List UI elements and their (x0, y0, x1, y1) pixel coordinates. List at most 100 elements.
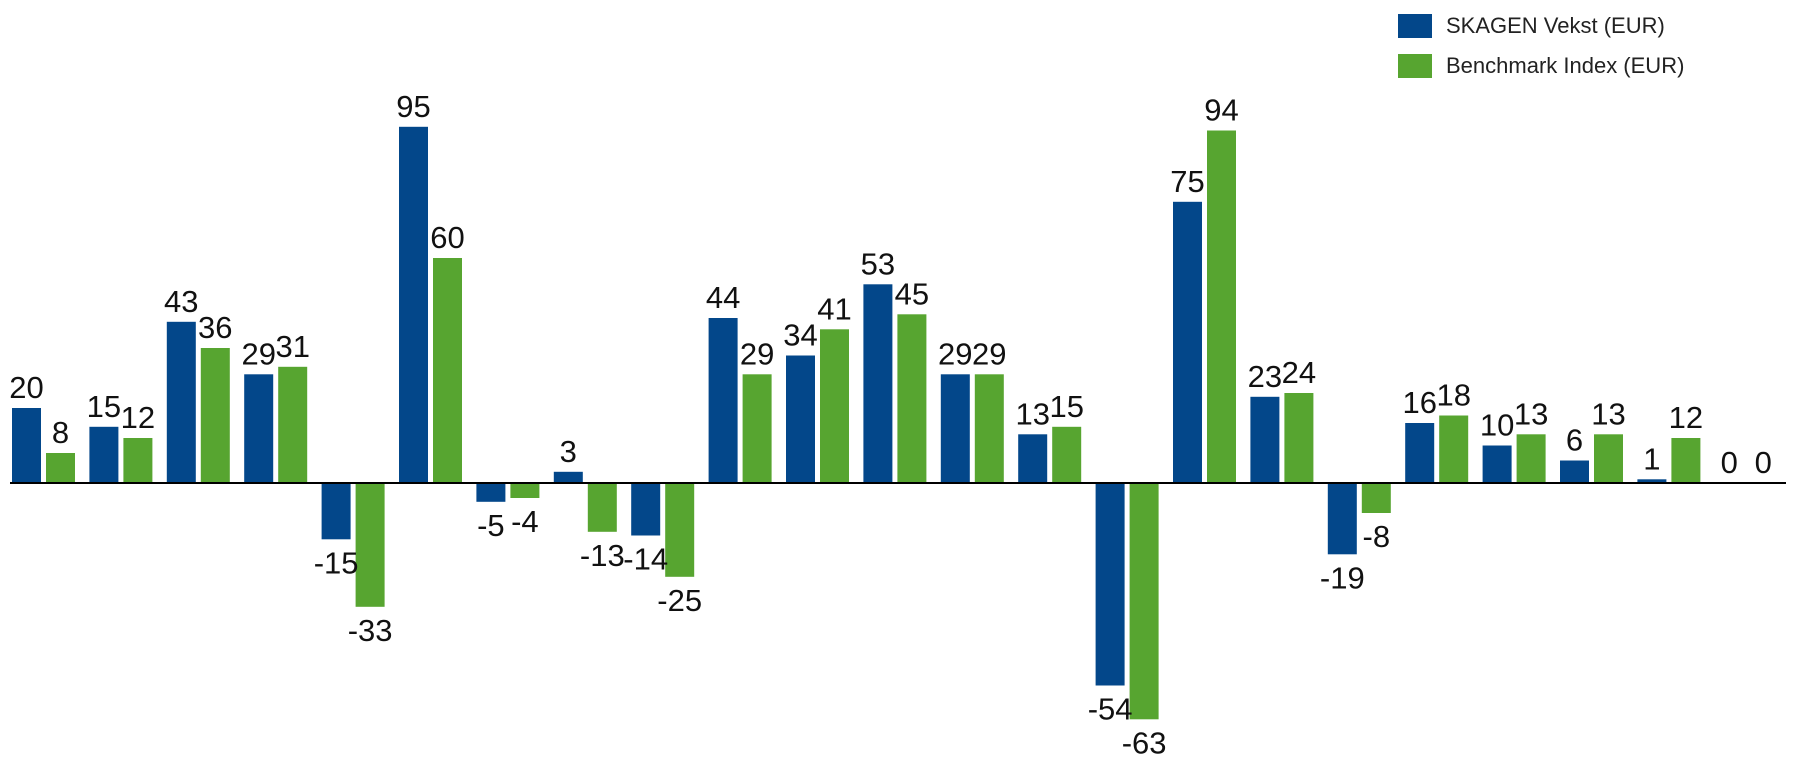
chart-legend: SKAGEN Vekst (EUR) Benchmark Index (EUR) (1398, 6, 1684, 86)
data-label-benchmark-index-20: 13 (1591, 396, 1625, 431)
bar-skagen-vekst-6 (476, 483, 506, 502)
data-label-skagen-vekst-21: 1 (1643, 441, 1660, 476)
data-label-benchmark-index-0: 8 (52, 415, 69, 450)
bar-benchmark-index-4 (355, 483, 385, 607)
data-label-skagen-vekst-9: 44 (706, 280, 740, 315)
bar-benchmark-index-6 (510, 483, 540, 498)
bar-skagen-vekst-11 (863, 284, 893, 484)
bar-benchmark-index-15 (1207, 130, 1236, 483)
bar-skagen-vekst-16 (1250, 396, 1280, 484)
bar-skagen-vekst-20 (1560, 460, 1589, 483)
data-label-skagen-vekst-12: 29 (938, 336, 972, 371)
data-label-skagen-vekst-7: 3 (560, 434, 577, 469)
data-label-benchmark-index-16: 24 (1282, 355, 1316, 390)
data-label-benchmark-index-9: 29 (740, 336, 774, 371)
bar-benchmark-index-12 (974, 374, 1004, 484)
bar-skagen-vekst-3 (244, 374, 274, 484)
data-label-skagen-vekst-5: 95 (396, 89, 430, 124)
bar-skagen-vekst-8 (631, 483, 661, 536)
data-label-benchmark-index-17: -8 (1363, 519, 1391, 554)
bar-benchmark-index-5 (433, 258, 462, 483)
bar-benchmark-index-11 (897, 314, 927, 484)
bar-skagen-vekst-1 (89, 426, 119, 484)
data-label-benchmark-index-8: -25 (657, 583, 702, 618)
data-label-skagen-vekst-19: 10 (1480, 408, 1514, 443)
bar-skagen-vekst-21 (1637, 479, 1667, 484)
data-label-skagen-vekst-15: 75 (1170, 164, 1204, 199)
data-label-benchmark-index-6: -4 (511, 504, 539, 539)
data-label-benchmark-index-4: -33 (348, 613, 393, 648)
data-label-benchmark-index-13: 15 (1049, 389, 1083, 424)
bar-benchmark-index-0 (46, 453, 75, 483)
bar-benchmark-index-9 (742, 374, 772, 484)
data-label-skagen-vekst-2: 43 (164, 284, 198, 319)
data-label-benchmark-index-14: -63 (1122, 725, 1167, 760)
bar-skagen-vekst-15 (1173, 201, 1202, 484)
bar-benchmark-index-19 (1516, 434, 1546, 484)
data-label-skagen-vekst-1: 15 (87, 389, 121, 424)
data-label-skagen-vekst-0: 20 (9, 370, 43, 405)
data-label-skagen-vekst-3: 29 (241, 336, 275, 371)
data-label-skagen-vekst-4: -15 (314, 545, 359, 580)
bar-skagen-vekst-4 (321, 483, 351, 540)
bar-benchmark-index-2 (200, 348, 230, 483)
bar-skagen-vekst-14 (1095, 483, 1125, 686)
legend-item-benchmark-index: Benchmark Index (EUR) (1398, 46, 1684, 86)
bar-benchmark-index-3 (278, 366, 308, 484)
bar-benchmark-index-10 (820, 329, 849, 484)
data-label-benchmark-index-12: 29 (972, 336, 1006, 371)
data-label-skagen-vekst-16: 23 (1248, 359, 1282, 394)
data-label-benchmark-index-18: 18 (1436, 378, 1470, 413)
bar-skagen-vekst-9 (708, 318, 738, 483)
bar-skagen-vekst-13 (1018, 434, 1048, 484)
data-label-benchmark-index-1: 12 (121, 400, 155, 435)
bar-skagen-vekst-18 (1405, 423, 1435, 483)
legend-item-skagen-vekst: SKAGEN Vekst (EUR) (1398, 6, 1684, 46)
data-label-benchmark-index-15: 94 (1204, 93, 1238, 128)
bar-benchmark-index-1 (123, 438, 153, 483)
bar-skagen-vekst-19 (1482, 445, 1512, 483)
bar-benchmark-index-21 (1671, 438, 1701, 483)
data-label-skagen-vekst-22: 0 (1721, 445, 1738, 480)
bar-skagen-vekst-10 (786, 355, 815, 483)
data-label-skagen-vekst-10: 34 (783, 318, 817, 353)
legend-label-benchmark-index: Benchmark Index (EUR) (1446, 53, 1685, 78)
data-label-benchmark-index-7: -13 (580, 538, 625, 573)
bar-skagen-vekst-0 (12, 408, 41, 483)
data-label-benchmark-index-10: 41 (817, 291, 851, 326)
bar-benchmark-index-17 (1361, 483, 1391, 513)
bar-benchmark-index-20 (1594, 434, 1623, 484)
data-label-benchmark-index-2: 36 (198, 310, 232, 345)
data-label-skagen-vekst-18: 16 (1402, 385, 1436, 420)
bar-skagen-vekst-7 (553, 471, 583, 484)
legend-swatch-benchmark-index (1398, 54, 1432, 78)
bar-benchmark-index-18 (1439, 415, 1469, 483)
data-label-skagen-vekst-6: -5 (477, 508, 505, 543)
bar-benchmark-index-13 (1052, 426, 1082, 484)
data-label-skagen-vekst-11: 53 (861, 246, 895, 281)
data-label-benchmark-index-5: 60 (430, 220, 464, 255)
bar-skagen-vekst-12 (940, 374, 970, 484)
bar-benchmark-index-8 (665, 483, 695, 577)
bar-skagen-vekst-17 (1327, 483, 1357, 555)
legend-swatch-skagen-vekst (1398, 14, 1432, 38)
bar-benchmark-index-16 (1284, 393, 1314, 483)
data-label-benchmark-index-22: 0 (1755, 445, 1772, 480)
data-label-skagen-vekst-17: -19 (1320, 560, 1365, 595)
bars-layer (12, 126, 1701, 720)
bar-skagen-vekst-5 (399, 126, 428, 484)
data-label-benchmark-index-19: 13 (1514, 396, 1548, 431)
data-label-skagen-vekst-13: 13 (1015, 396, 1049, 431)
data-label-benchmark-index-3: 31 (275, 329, 309, 364)
data-label-skagen-vekst-14: -54 (1088, 692, 1133, 727)
bar-benchmark-index-7 (587, 483, 617, 532)
data-label-skagen-vekst-20: 6 (1566, 423, 1583, 458)
bar-skagen-vekst-2 (166, 321, 196, 484)
bar-benchmark-index-14 (1129, 483, 1159, 720)
data-label-benchmark-index-21: 12 (1669, 400, 1703, 435)
data-label-skagen-vekst-8: -14 (623, 542, 668, 577)
legend-label-skagen-vekst: SKAGEN Vekst (EUR) (1446, 13, 1665, 38)
